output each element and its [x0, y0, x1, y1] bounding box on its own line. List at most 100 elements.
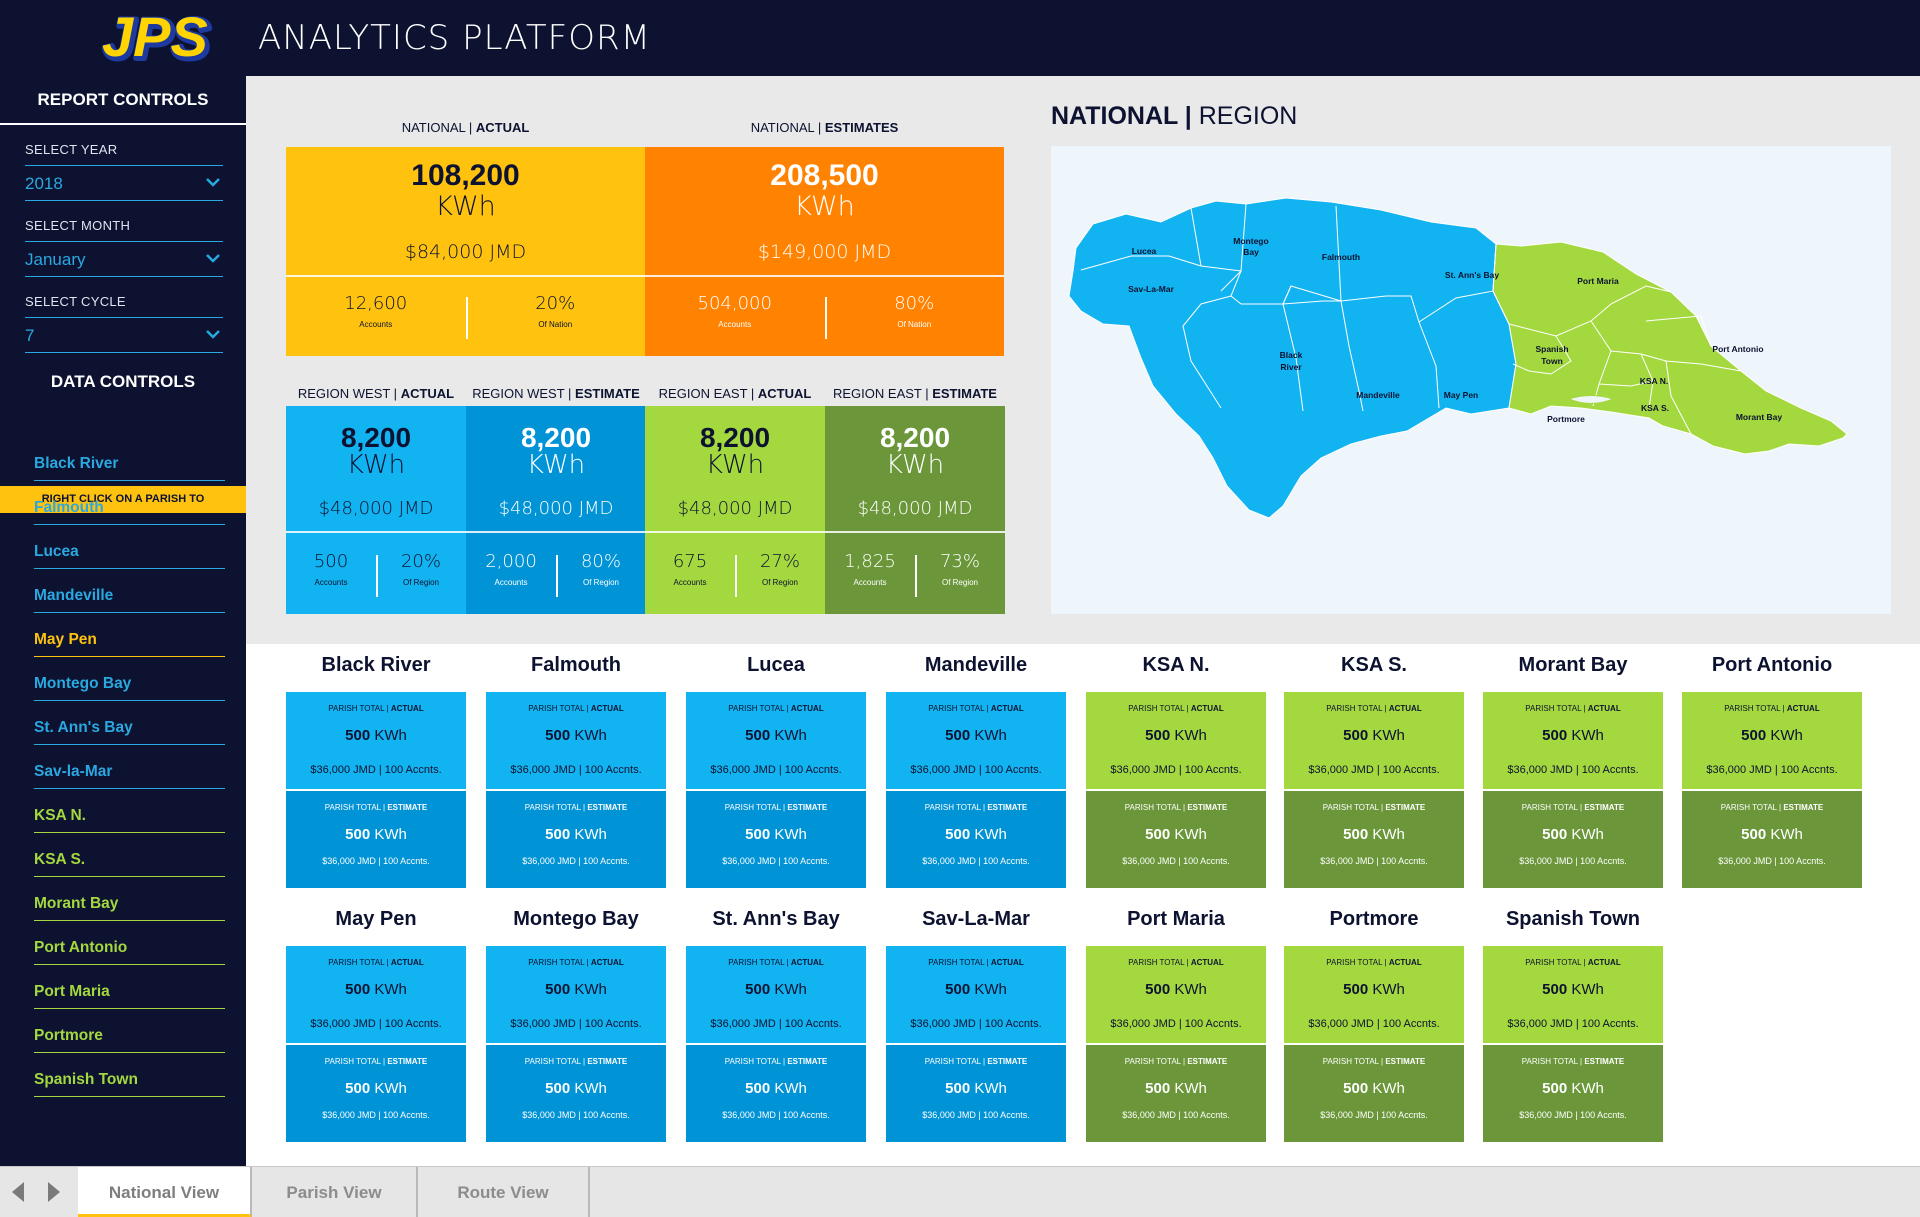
parish-link[interactable]: Mandeville: [34, 587, 225, 613]
parish-estimate-kwh: 500 KWh: [745, 826, 807, 843]
parish-estimate-kwh: 500 KWh: [1145, 1080, 1207, 1097]
parish-link[interactable]: Falmouth: [34, 499, 225, 525]
sidebar: REPORT CONTROLS SELECT YEAR 2018 SELECT …: [0, 76, 246, 1166]
parish-estimate-kwh: 500 KWh: [945, 826, 1007, 843]
map-label-port-maria: Port Maria: [1577, 276, 1619, 286]
kwh-value: 8,200: [699, 422, 771, 453]
region-west-estimate-tile[interactable]: 8,200 KWh $48,000 JMD 2,000 Accounts 80%…: [466, 406, 646, 614]
region-east-actual-tile[interactable]: 8,200 KWh $48,000 JMD 675 Accounts 27% O…: [645, 406, 825, 614]
tile-stats: 1,825 Accounts 73% Of Region: [825, 531, 1005, 614]
parish-actual-kwh: 500 KWh: [945, 727, 1007, 744]
parish-actual-money: $36,000 JMD | 100 Accnts.: [1308, 1018, 1440, 1030]
parish-card[interactable]: PARISH TOTAL | ACTUAL 500 KWh $36,000 JMD …: [1284, 692, 1464, 888]
app-title: ANALYTICS PLATFORM: [258, 18, 651, 58]
parish-link[interactable]: Spanish Town: [34, 1071, 225, 1097]
parish-link[interactable]: Black River: [34, 455, 225, 481]
parish-link[interactable]: May Pen: [34, 631, 225, 657]
stat-divider: [376, 555, 378, 597]
money-value: $84,000 JMD: [404, 241, 527, 263]
month-select[interactable]: January: [25, 241, 223, 277]
map-label-lucea: Lucea: [1132, 246, 1157, 256]
tile-stats: 504,000 Accounts 80% Of Nation: [645, 275, 1004, 356]
region-east-estimate-tile[interactable]: 8,200 KWh $48,000 JMD 1,825 Accounts 73%…: [825, 406, 1005, 614]
map-label-spanish-town-2: Town: [1541, 356, 1563, 366]
parish-card[interactable]: PARISH TOTAL | ACTUAL 500 KWh $36,000 JMD …: [286, 946, 466, 1142]
parish-link[interactable]: KSA N.: [34, 807, 225, 833]
parish-estimate-section: PARISH TOTAL | ESTIMATE 500 KWh $36,000 JM…: [1086, 1045, 1266, 1142]
parish-actual-money: $36,000 JMD | 100 Accnts.: [1110, 764, 1242, 776]
parish-actual-label: PARISH TOTAL | ACTUAL: [1128, 958, 1224, 967]
region-east-actual-title: REGION EAST | ACTUAL: [658, 386, 812, 401]
parish-boundaries: [1080, 203, 1742, 435]
year-select[interactable]: 2018: [25, 165, 223, 201]
parish-estimate-kwh: 500 KWh: [1145, 826, 1207, 843]
parish-card[interactable]: PARISH TOTAL | ACTUAL 500 KWh $36,000 JMD …: [1682, 692, 1862, 888]
parish-estimate-kwh: 500 KWh: [1542, 826, 1604, 843]
accounts-stat: 504,000 Accounts: [697, 293, 772, 329]
previous-page-icon[interactable]: [4, 1177, 34, 1207]
parish-card[interactable]: PARISH TOTAL | ACTUAL 500 KWh $36,000 JMD …: [486, 946, 666, 1142]
region-map: Lucea Montego Bay Falmouth St. Ann's Bay…: [1051, 146, 1891, 614]
parish-actual-kwh: 500 KWh: [1343, 727, 1405, 744]
parish-card[interactable]: PARISH TOTAL | ACTUAL 500 KWh $36,000 JMD …: [1483, 692, 1663, 888]
percent-stat: 80% Of Region: [580, 551, 621, 587]
parish-link[interactable]: Port Maria: [34, 983, 225, 1009]
parish-link[interactable]: Portmore: [34, 1027, 225, 1053]
parish-estimate-label: PARISH TOTAL | ESTIMATE: [1322, 803, 1426, 812]
parish-link[interactable]: St. Ann's Bay: [34, 719, 225, 745]
month-select-value: January: [25, 250, 86, 269]
parish-card[interactable]: PARISH TOTAL | ACTUAL 500 KWh $36,000 JMD …: [886, 692, 1066, 888]
chevron-down-icon: [206, 254, 220, 263]
parish-estimate-money: $36,000 JMD | 100 Accnts.: [722, 856, 830, 866]
parish-estimate-section: PARISH TOTAL | ESTIMATE 500 KWh $36,000 JM…: [486, 1045, 666, 1142]
parish-card[interactable]: PARISH TOTAL | ACTUAL 500 KWh $36,000 JMD …: [1086, 692, 1266, 888]
tab-parish-view[interactable]: Parish View: [252, 1167, 418, 1217]
parish-actual-kwh: 500 KWh: [345, 727, 407, 744]
parish-card-title: Mandeville: [924, 654, 1028, 676]
parish-card[interactable]: PARISH TOTAL | ACTUAL 500 KWh $36,000 JMD …: [686, 692, 866, 888]
parish-actual-kwh: 500 KWh: [1542, 727, 1604, 744]
money-value: $48,000 JMD: [857, 498, 973, 519]
map-label-morant-bay: Morant Bay: [1736, 412, 1783, 422]
parish-actual-money: $36,000 JMD | 100 Accnts.: [1110, 1018, 1242, 1030]
parish-estimate-money: $36,000 JMD | 100 Accnts.: [922, 1110, 1030, 1120]
page-tab-bar: National View Parish View Route View: [0, 1166, 1920, 1217]
parish-card[interactable]: PARISH TOTAL | ACTUAL 500 KWh $36,000 JMD …: [886, 946, 1066, 1142]
parish-estimate-label: PARISH TOTAL | ESTIMATE: [1521, 803, 1625, 812]
stat-divider: [915, 555, 917, 597]
stat-divider: [824, 297, 827, 339]
parish-actual-label: PARISH TOTAL | ACTUAL: [1724, 704, 1820, 713]
cycle-select[interactable]: 7: [25, 317, 223, 353]
parish-card[interactable]: PARISH TOTAL | ACTUAL 500 KWh $36,000 JMD …: [1086, 946, 1266, 1142]
parish-actual-money: $36,000 JMD | 100 Accnts.: [710, 1018, 842, 1030]
parish-link[interactable]: Lucea: [34, 543, 225, 569]
kwh-value: 8,200: [340, 422, 412, 453]
region-west-actual-tile[interactable]: 8,200 KWh $48,000 JMD 500 Accounts 20% O…: [286, 406, 466, 614]
national-actual-tile[interactable]: 108,200 KWh $84,000 JMD 12,600 Accounts …: [286, 147, 645, 356]
parish-card[interactable]: PARISH TOTAL | ACTUAL 500 KWh $36,000 JMD …: [286, 692, 466, 888]
parish-actual-section: PARISH TOTAL | ACTUAL 500 KWh $36,000 JMD …: [1682, 692, 1862, 789]
tab-national-view[interactable]: National View: [78, 1167, 252, 1217]
parish-card[interactable]: PARISH TOTAL | ACTUAL 500 KWh $36,000 JMD …: [686, 946, 866, 1142]
parish-actual-label: PARISH TOTAL | ACTUAL: [528, 958, 624, 967]
national-estimates-tile[interactable]: 208,500 KWh $149,000 JMD 504,000 Account…: [645, 147, 1004, 356]
parish-estimate-section: PARISH TOTAL | ESTIMATE 500 KWh $36,000 JM…: [886, 1045, 1066, 1142]
money-value: $48,000 JMD: [677, 498, 793, 519]
parish-card[interactable]: PARISH TOTAL | ACTUAL 500 KWh $36,000 JMD …: [1483, 946, 1663, 1142]
parish-actual-label: PARISH TOTAL | ACTUAL: [928, 958, 1024, 967]
parish-card[interactable]: PARISH TOTAL | ACTUAL 500 KWh $36,000 JMD …: [486, 692, 666, 888]
parish-actual-label: PARISH TOTAL | ACTUAL: [728, 958, 824, 967]
parish-card-title: May Pen: [335, 908, 417, 930]
parish-card[interactable]: PARISH TOTAL | ACTUAL 500 KWh $36,000 JMD …: [1284, 946, 1464, 1142]
stat-divider: [735, 555, 737, 597]
parish-link[interactable]: Port Antonio: [34, 939, 225, 965]
kwh-unit: KWh: [346, 450, 406, 480]
parish-link[interactable]: Sav-la-Mar: [34, 763, 225, 789]
parish-estimate-money: $36,000 JMD | 100 Accnts.: [522, 1110, 630, 1120]
next-page-icon[interactable]: [38, 1177, 68, 1207]
tab-route-view[interactable]: Route View: [418, 1167, 590, 1217]
parish-link[interactable]: Montego Bay: [34, 675, 225, 701]
parish-link[interactable]: KSA S.: [34, 851, 225, 877]
parish-link[interactable]: Morant Bay: [34, 895, 225, 921]
parish-actual-section: PARISH TOTAL | ACTUAL 500 KWh $36,000 JMD …: [1284, 692, 1464, 789]
